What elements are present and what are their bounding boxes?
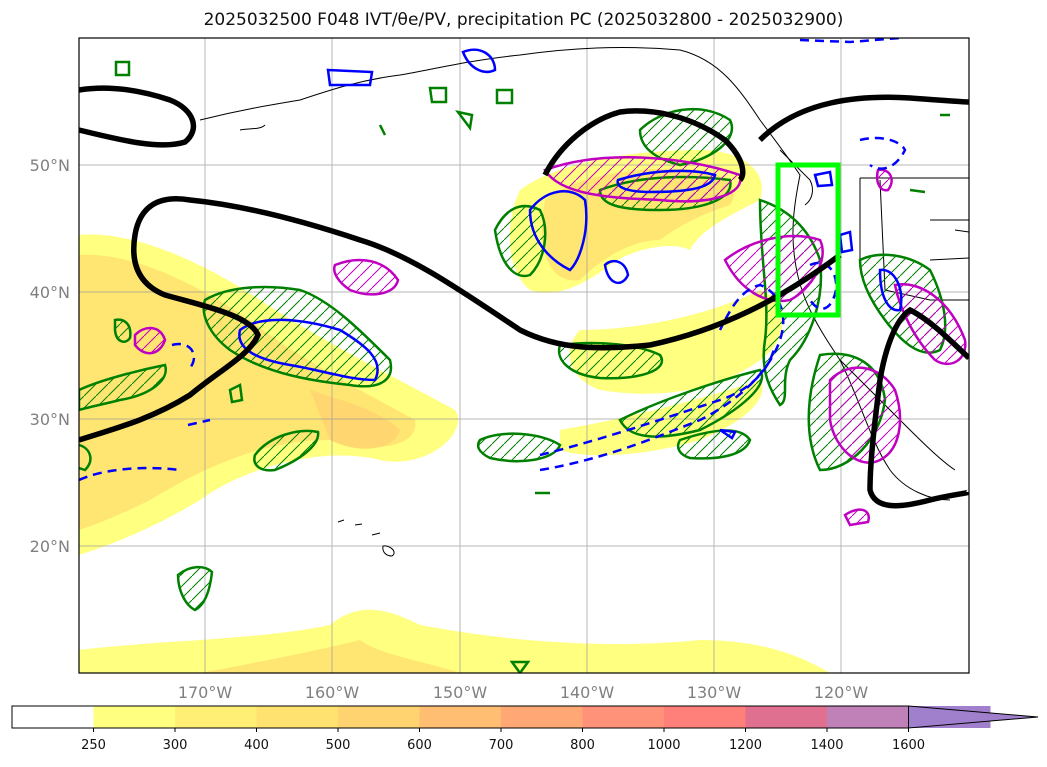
lat-label-40n: 40°N [30,283,70,302]
colorbar-segment [582,706,665,728]
map-title: 2025032500 F048 IVT/θe/PV, precipitation… [203,10,844,30]
colorbar-segment [745,706,828,728]
lon-label-130w: 130°W [687,683,742,702]
map-frame [78,37,970,674]
colorbar-tick-label: 400 [244,738,269,753]
colorbar-tick-label: 500 [326,738,351,753]
colorbar-segment [175,706,257,728]
highlight-box [775,162,841,318]
colorbar-tick-label: 700 [489,738,514,753]
colorbar-segment [664,706,746,728]
colorbar-tick-label: 600 [407,738,432,753]
colorbar-outline [11,705,909,729]
lat-label-20n: 20°N [30,537,70,556]
lon-label-150w: 150°W [433,683,488,702]
colorbar-segment [419,706,502,728]
lon-label-120w: 120°W [814,683,869,702]
colorbar-tick-label: 800 [570,738,595,753]
colorbar-segment [501,706,583,728]
colorbar-segment [338,706,420,728]
colorbar: 250 300 400 500 600 700 800 1000 1200 1400 1600 [11,705,1039,753]
colorbar-tick-label: 1400 [810,738,843,753]
map-layers [79,38,969,673]
colorbar-tick-label: 1200 [729,738,762,753]
colorbar-tick-label: 300 [163,738,188,753]
lat-label-30n: 30°N [30,410,70,429]
colorbar-extend-arrow [908,705,1039,729]
colorbar-tick-label: 1600 [892,738,925,753]
colorbar-tick-label: 250 [81,738,106,753]
lat-label-50n: 50°N [30,156,70,175]
lon-label-170w: 170°W [178,683,233,702]
colorbar-segment [93,706,176,728]
lon-labels: 170°W 160°W 150°W 140°W 130°W 120°W [178,683,869,702]
colorbar-tick-label: 1000 [647,738,680,753]
lon-label-160w: 160°W [305,683,360,702]
lon-label-140w: 140°W [560,683,615,702]
colorbar-segment [256,706,339,728]
lat-labels: 20°N 30°N 40°N 50°N [30,156,70,556]
theta-e-contours [79,85,969,509]
colorbar-segment [827,706,909,728]
pv-neg-contours [238,48,903,440]
pv-small [79,60,950,673]
colorbar-segment [12,706,94,728]
